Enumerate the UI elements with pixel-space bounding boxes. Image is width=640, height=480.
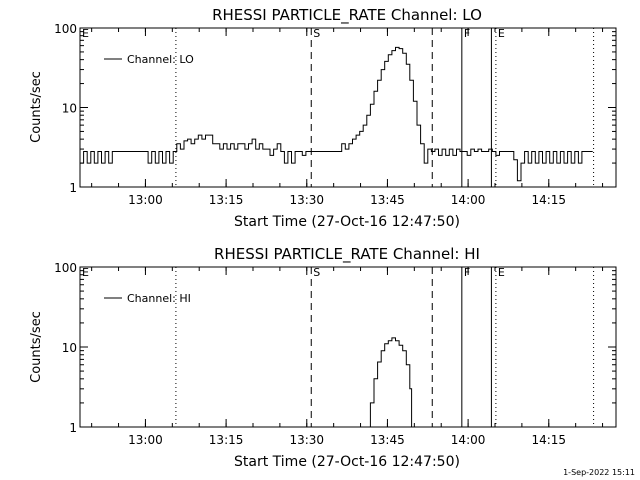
y-axis-ticks: 1 10 100 bbox=[54, 261, 616, 435]
y-tick-label: 10 bbox=[62, 341, 77, 355]
x-tick-label: 13:00 bbox=[128, 433, 163, 447]
x-axis-label: Start Time (27-Oct-16 12:47:50) bbox=[234, 454, 460, 470]
legend-label: Channel: LO bbox=[127, 53, 194, 66]
marker-label: S bbox=[313, 27, 320, 40]
x-tick-label: 13:45 bbox=[370, 433, 405, 447]
y-tick-label: 1 bbox=[69, 181, 77, 195]
marker-label: E bbox=[82, 266, 89, 279]
x-axis-ticks: 13:00 13:15 13:30 13:45 14:00 14:15 bbox=[91, 267, 604, 447]
x-tick-label: 14:00 bbox=[451, 193, 486, 207]
x-tick-label: 13:15 bbox=[209, 193, 244, 207]
chart-title: RHESSI PARTICLE_RATE Channel: LO bbox=[212, 6, 482, 25]
x-tick-label: 13:45 bbox=[370, 193, 405, 207]
y-axis-label: Counts/sec bbox=[29, 311, 44, 383]
series-line bbox=[80, 46, 593, 182]
chart-panel-hi: RHESSI PARTICLE_RATE Channel: HI 13:00 13… bbox=[29, 245, 617, 470]
y-tick-label: 10 bbox=[62, 102, 77, 116]
plot-frame bbox=[79, 266, 617, 428]
marker-label: F bbox=[464, 266, 470, 279]
series-line bbox=[366, 337, 413, 428]
chart-panel-lo: RHESSI PARTICLE_RATE Channel: LO 13:00 13… bbox=[29, 6, 617, 230]
x-tick-label: 13:30 bbox=[289, 433, 324, 447]
legend-label: Channel: HI bbox=[127, 292, 191, 305]
chart-title: RHESSI PARTICLE_RATE Channel: HI bbox=[214, 245, 480, 264]
marker-label: F bbox=[464, 27, 470, 40]
marker-label: S bbox=[313, 266, 320, 279]
x-tick-label: 13:00 bbox=[128, 193, 163, 207]
y-tick-label: 100 bbox=[54, 261, 77, 275]
y-tick-label: 1 bbox=[69, 421, 77, 435]
marker-label: E bbox=[82, 27, 89, 40]
x-tick-label: 14:15 bbox=[531, 193, 566, 207]
x-axis-label: Start Time (27-Oct-16 12:47:50) bbox=[234, 214, 460, 230]
x-axis-ticks: 13:00 13:15 13:30 13:45 14:00 14:15 bbox=[91, 28, 604, 207]
x-tick-label: 13:30 bbox=[289, 193, 324, 207]
y-tick-label: 100 bbox=[54, 22, 77, 36]
x-tick-label: 14:15 bbox=[531, 433, 566, 447]
y-axis-label: Counts/sec bbox=[29, 71, 44, 143]
footer-timestamp: 1-Sep-2022 15:11 bbox=[563, 468, 635, 477]
y-axis-ticks: 1 10 100 bbox=[54, 22, 616, 195]
marker-label: E bbox=[498, 27, 505, 40]
plot-frame bbox=[79, 27, 617, 188]
x-tick-label: 13:15 bbox=[209, 433, 244, 447]
x-tick-label: 14:00 bbox=[451, 433, 486, 447]
marker-label: E bbox=[498, 266, 505, 279]
